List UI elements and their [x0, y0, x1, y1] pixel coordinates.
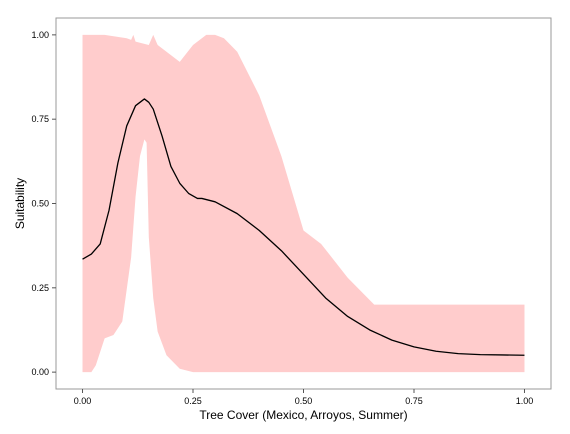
x-tick-label: 0.50 — [295, 396, 313, 406]
y-tick-label: 0.25 — [31, 283, 49, 293]
x-tick-label: 0.25 — [184, 396, 202, 406]
y-tick-label: 0.75 — [31, 114, 49, 124]
y-tick-label: 1.00 — [31, 30, 49, 40]
y-tick-label: 0.00 — [31, 367, 49, 377]
y-axis-title: Suitability — [13, 178, 27, 229]
x-tick-label: 0.00 — [74, 396, 92, 406]
x-axis-title: Tree Cover (Mexico, Arroyos, Summer) — [199, 408, 407, 422]
x-tick-label: 1.00 — [516, 396, 534, 406]
y-tick-label: 0.50 — [31, 199, 49, 209]
x-tick-label: 0.75 — [405, 396, 423, 406]
